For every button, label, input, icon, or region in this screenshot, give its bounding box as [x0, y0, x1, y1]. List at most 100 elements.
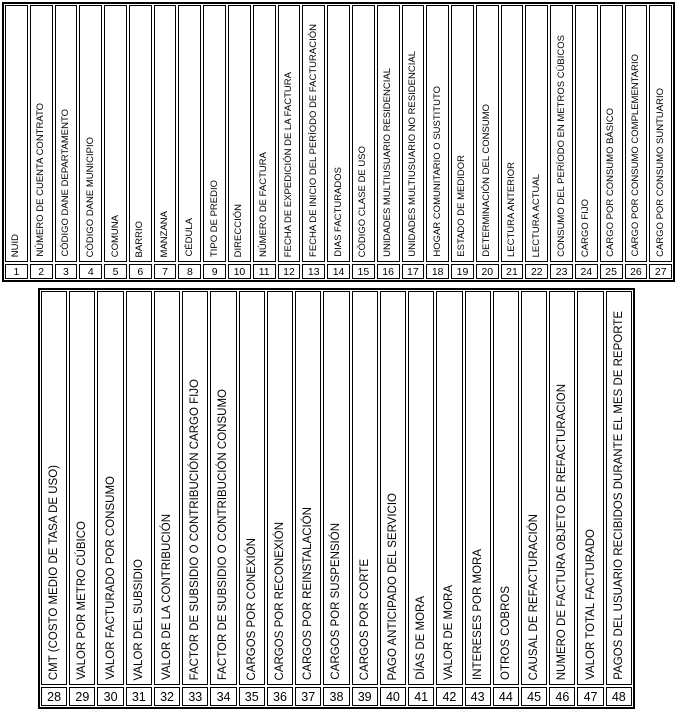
field-column-46: NUMERO DE FACTURA OBJETO DE REFACTURACIO…: [549, 291, 576, 706]
field-label: CARGOS POR CORTE: [358, 558, 371, 680]
field-label: UNIDADES MULTIUSUARIO NO RESIDENCIAL: [406, 51, 418, 257]
field-column-6: BARRIO 6: [128, 5, 152, 279]
field-label-cell: VALOR TOTAL FACTURADO: [577, 291, 604, 685]
field-column-13: FECHA DE INICIO DEL PERÍODO DE FACTURACI…: [302, 5, 326, 279]
field-column-21: LECTURA ANTERIOR 21: [500, 5, 524, 279]
field-column-15: CÓDIGO CLASE DE USO 15: [351, 5, 375, 279]
field-number-cell: 24: [574, 264, 598, 279]
field-number-cell: 21: [500, 264, 524, 279]
field-column-23: CONSUMO DEL PERÍODO EN METROS CÚBICOS 23: [550, 5, 573, 279]
field-number: 24: [580, 265, 593, 278]
field-number-cell: 22: [525, 264, 549, 279]
field-label: CÓDIGO DANE MUNICIPIO: [84, 136, 96, 257]
field-column-33: FACTOR DE SUBSIDIO O CONTRIBUCIÓN CARGO …: [182, 291, 209, 706]
field-column-14: DIAS FACTURADOS 14: [327, 5, 350, 279]
field-label: CARGO FIJO: [580, 198, 592, 257]
field-number: 7: [162, 265, 168, 278]
field-number: 6: [137, 265, 144, 278]
field-number-cell: 41: [408, 687, 435, 706]
field-number-cell: 25: [599, 264, 623, 279]
field-number-cell: 18: [426, 264, 450, 279]
field-number: 34: [216, 689, 231, 704]
field-label-cell: CARGOS POR CORTE: [351, 291, 378, 685]
field-number: 23: [555, 265, 568, 278]
field-label-cell: CÉDULA: [178, 5, 202, 262]
field-label-cell: UNIDADES MULTIUSUARIO NO RESIDENCIAL: [401, 5, 425, 262]
field-column-7: MANZANA 7: [153, 5, 177, 279]
field-label-cell: TIPO DE PREDIO: [203, 5, 227, 262]
field-number: 31: [131, 689, 146, 704]
field-column-5: COMUNA 5: [104, 5, 127, 279]
field-label: PAGOS DEL USUARIO RECIBIDOS DURANTE EL M…: [612, 311, 625, 680]
field-label: CÓDIGO DANE DEPARTAMENTO: [59, 109, 71, 257]
field-number-cell: 33: [182, 687, 209, 706]
field-label: CONSUMO DEL PERÍODO EN METROS CÚBICOS: [555, 35, 567, 257]
field-label-cell: FECHA DE EXPEDICIÓN DE LA FACTURA: [277, 5, 301, 262]
field-number-cell: 48: [605, 687, 632, 706]
field-label: DÍAS DE MORA: [415, 596, 428, 680]
field-column-3: CÓDIGO DANE DEPARTAMENTO 3: [54, 5, 78, 279]
field-number: 37: [301, 689, 316, 704]
field-number-cell: 19: [451, 264, 474, 279]
field-number: 47: [583, 689, 598, 704]
field-number-cell: 29: [69, 687, 96, 706]
field-label-cell: VALOR FACTURADO POR CONSUMO: [97, 291, 124, 685]
field-label: DIAS FACTURADOS: [332, 167, 344, 257]
field-label: BARRIO: [134, 220, 146, 257]
field-label-cell: COMUNA: [104, 5, 127, 262]
field-label: VALOR POR METRO CÚBICO: [76, 521, 89, 680]
field-number: 40: [385, 689, 400, 704]
field-number: 45: [527, 689, 542, 704]
field-number-cell: 30: [97, 687, 124, 706]
field-column-4: CÓDIGO DANE MUNICIPIO 4: [79, 5, 103, 279]
field-column-19: ESTADO DE MEDIDOR 19: [451, 5, 474, 279]
field-label-cell: CARGO POR CONSUMO BÁSICO: [599, 5, 623, 262]
field-column-17: UNIDADES MULTIUSUARIO NO RESIDENCIAL 17: [401, 5, 425, 279]
field-column-43: INTERESES POR MORA 43: [464, 291, 491, 706]
field-number: 46: [555, 689, 570, 704]
field-column-44: OTROS COBROS 44: [492, 291, 519, 706]
field-label-cell: CONSUMO DEL PERÍODO EN METROS CÚBICOS: [550, 5, 573, 262]
field-column-45: CAUSAL DE REFACTURACIÓN 45: [520, 291, 548, 706]
field-label: NUMERO DE FACTURA OBJETO DE REFACTURACIO…: [556, 383, 569, 680]
field-label: VALOR DE MORA: [443, 585, 456, 680]
field-label: HOGAR COMUNITARIO O SUSTITUTO: [431, 86, 443, 257]
field-label: DIRECCIÓN: [233, 203, 245, 257]
field-number: 16: [382, 265, 394, 278]
field-label-cell: FACTOR DE SUBSIDIO O CONTRIBUCIÓN CONSUM…: [210, 291, 237, 685]
field-number: 10: [233, 265, 246, 278]
field-number: 3: [63, 265, 69, 278]
field-label: FACTOR DE SUBSIDIO O CONTRIBUCIÓN CARGO …: [189, 378, 202, 680]
field-number-cell: 15: [351, 264, 375, 279]
field-number: 4: [87, 265, 94, 278]
field-label: CARGOS POR CONEXIÓN: [245, 537, 258, 681]
field-number: 44: [498, 689, 513, 704]
field-label-cell: DIRECCIÓN: [228, 5, 251, 262]
field-number-cell: 8: [178, 264, 202, 279]
field-number-cell: 45: [520, 687, 548, 706]
field-label-cell: INTERESES POR MORA: [464, 291, 491, 685]
field-number-cell: 47: [577, 687, 604, 706]
field-label: TIPO DE PREDIO: [208, 179, 220, 257]
field-number: 1: [13, 265, 20, 278]
field-number-cell: 35: [238, 687, 265, 706]
field-number: 21: [506, 265, 518, 278]
field-label-cell: BARRIO: [128, 5, 152, 262]
field-column-28: CMT (COSTO MEDIO DE TASA DE USO) 28: [41, 291, 68, 706]
field-number-cell: 5: [104, 264, 127, 279]
field-number-cell: 27: [649, 264, 673, 279]
field-label-cell: VALOR DE MORA: [436, 291, 463, 685]
field-number: 5: [112, 265, 119, 278]
field-number-cell: 44: [492, 687, 519, 706]
field-label-cell: ESTADO DE MEDIDOR: [451, 5, 474, 262]
field-table-1-27: NUID 1 NÚMERO DE CUENTA CONTRATO 2 CÓDIG…: [2, 2, 675, 282]
field-label: FACTOR DE SUBSIDIO O CONTRIBUCIÓN CONSUM…: [217, 388, 230, 680]
field-number-cell: 26: [624, 264, 648, 279]
field-label: VALOR FACTURADO POR CONSUMO: [104, 476, 117, 680]
field-label-cell: MANZANA: [153, 5, 177, 262]
field-number: 35: [244, 689, 259, 704]
field-label: NÚMERO DE FACTURA: [258, 151, 270, 257]
field-column-12: FECHA DE EXPEDICIÓN DE LA FACTURA 12: [277, 5, 301, 279]
field-column-24: CARGO FIJO 24: [574, 5, 598, 279]
field-number: 30: [103, 689, 118, 704]
